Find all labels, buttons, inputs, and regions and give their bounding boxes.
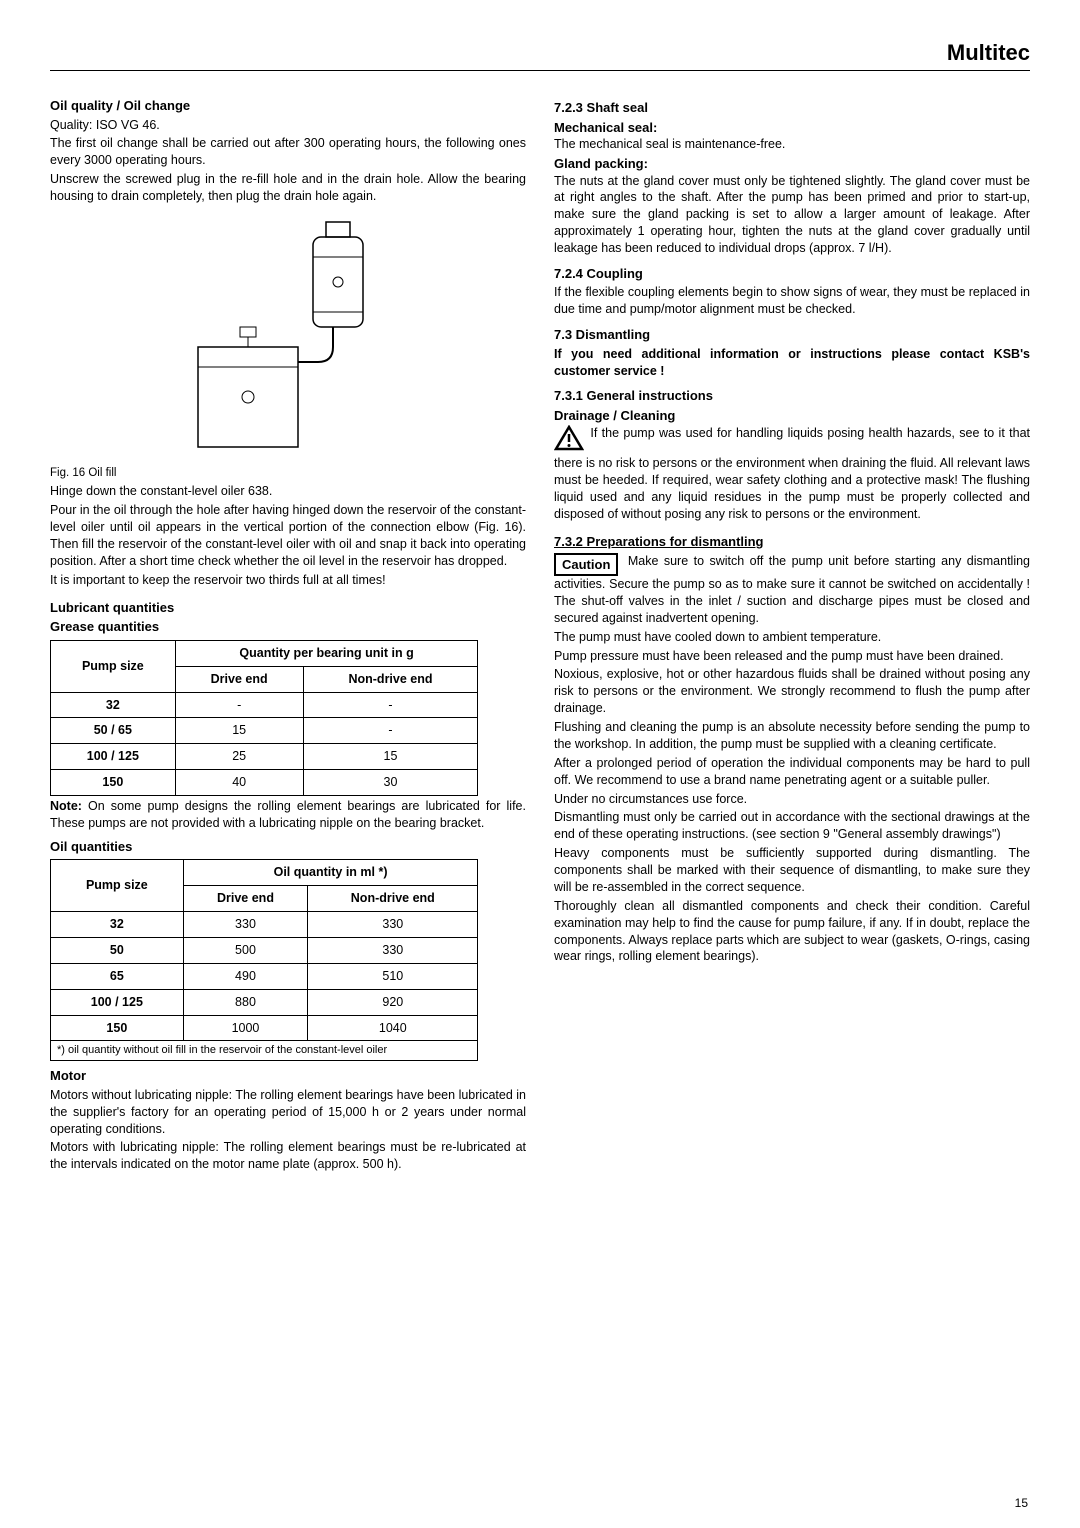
table-row: 65 490 510 [51,963,478,989]
table-row: 50 / 65 15 - [51,718,478,744]
oil-change-p1: The first oil change shall be carried ou… [50,135,526,169]
section-732: 7.3.2 Preparations for dismantling [554,533,1030,551]
gland-h: Gland packing: [554,155,1030,173]
grease-h-nondrive: Non-drive end [303,666,478,692]
heavy-p: Heavy components must be sufficiently su… [554,845,1030,896]
figure-caption: Fig. 16 Oil fill [50,466,526,482]
pressure-p: Pump pressure must have been released an… [554,648,1030,665]
grease-h-drive: Drive end [175,666,303,692]
left-column: Oil quality / Oil change Quality: ISO VG… [50,91,526,1175]
oil-qty-heading: Oil quantities [50,838,526,856]
reservoir-note: It is important to keep the reservoir tw… [50,572,526,589]
content-columns: Oil quality / Oil change Quality: ISO VG… [50,91,1030,1175]
table-row: 100 / 125 25 15 [51,744,478,770]
warning-text: If the pump was used for handling liquid… [554,426,1030,522]
section-73: 7.3 Dismantling [554,326,1030,344]
table-row: 32 330 330 [51,912,478,938]
pour-oil-p: Pour in the oil through the hole after h… [50,502,526,570]
flush-p: Flushing and cleaning the pump is an abs… [554,719,1030,753]
table-row: 32 - - [51,692,478,718]
right-column: 7.2.3 Shaft seal Mechanical seal: The me… [554,91,1030,1175]
sectional-p: Dismantling must only be carried out in … [554,809,1030,843]
table-row: 150 40 30 [51,770,478,796]
drainage-h: Drainage / Cleaning [554,407,1030,425]
noxious-p: Noxious, explosive, hot or other hazardo… [554,666,1030,717]
prolonged-p: After a prolonged period of operation th… [554,755,1030,789]
mech-seal-p: The mechanical seal is maintenance-free. [554,136,1030,153]
oil-table-footnote: *) oil quantity without oil fill in the … [51,1041,478,1061]
force-p: Under no circumstances use force. [554,791,1030,808]
oil-quality-heading: Oil quality / Oil change [50,97,526,115]
oil-h-qty: Oil quantity in ml *) [183,860,478,886]
table-row: 150 1000 1040 [51,1015,478,1041]
oil-table: Pump size Oil quantity in ml *) Drive en… [50,859,478,1061]
quality-line: Quality: ISO VG 46. [50,117,526,134]
hinge-line: Hinge down the constant-level oiler 638. [50,483,526,500]
section-724: 7.2.4 Coupling [554,265,1030,283]
warning-paragraph: If the pump was used for handling liquid… [554,425,1030,523]
oil-h-nondrive: Non-drive end [308,886,478,912]
caution-badge: Caution [554,553,618,577]
clean-p: Thoroughly clean all dismantled componen… [554,898,1030,966]
grease-table: Pump size Quantity per bearing unit in g… [50,640,478,796]
motor-heading: Motor [50,1067,526,1085]
grease-h-pump: Pump size [51,640,176,692]
caution-text: Make sure to switch off the pump unit be… [554,554,1030,625]
figure-oil-fill [178,217,398,462]
cooled-p: The pump must have cooled down to ambien… [554,629,1030,646]
warning-icon [554,425,584,456]
oil-h-drive: Drive end [183,886,308,912]
page-number: 15 [1015,1496,1028,1510]
table-row: 100 / 125 880 920 [51,989,478,1015]
oil-change-p2: Unscrew the screwed plug in the re-fill … [50,171,526,205]
motor-p2: Motors with lubricating nipple: The roll… [50,1139,526,1173]
page-title: Multitec [50,40,1030,71]
table-row: 50 500 330 [51,937,478,963]
coupling-p: If the flexible coupling elements begin … [554,284,1030,318]
oil-h-pump: Pump size [51,860,184,912]
section-723: 7.2.3 Shaft seal [554,99,1030,117]
lubricant-heading: Lubricant quantities [50,599,526,617]
motor-p1: Motors without lubricating nipple: The r… [50,1087,526,1138]
grease-h-qty: Quantity per bearing unit in g [175,640,478,666]
grease-heading: Grease quantities [50,618,526,636]
mech-seal-h: Mechanical seal: [554,119,1030,137]
oil-fill-illustration [178,217,398,462]
gland-p: The nuts at the gland cover must only be… [554,173,1030,257]
grease-note: Note: On some pump designs the rolling e… [50,798,526,832]
caution-paragraph: Caution Make sure to switch off the pump… [554,553,1030,627]
dismantling-bold: If you need additional information or in… [554,346,1030,380]
section-731: 7.3.1 General instructions [554,387,1030,405]
